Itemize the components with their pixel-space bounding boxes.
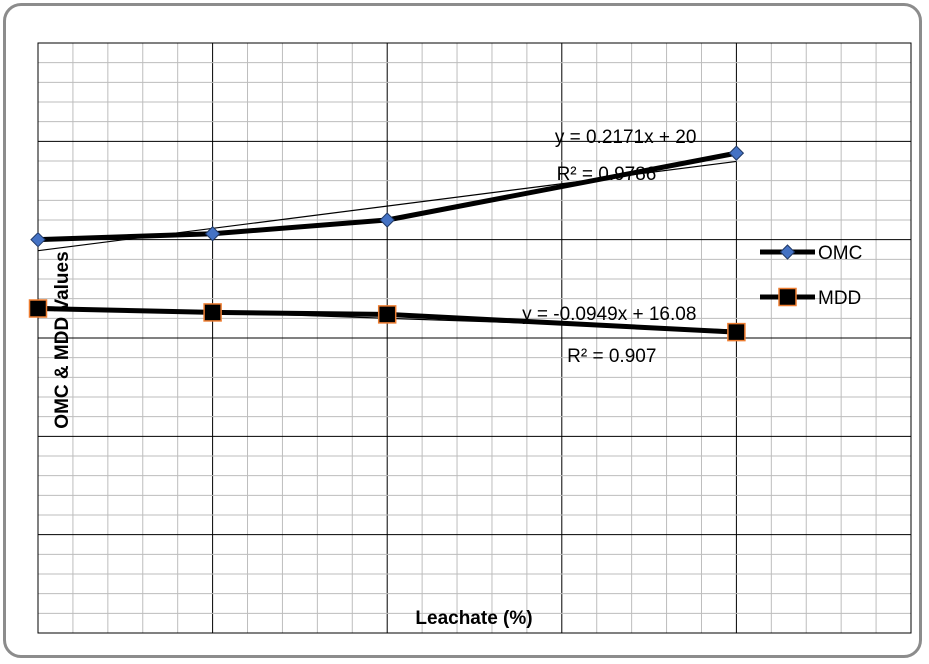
trendline-equation-omc: y = 0.2171x + 20: [555, 127, 697, 148]
trendline-r2-mdd: R² = 0.907: [567, 346, 656, 367]
data-point-mdd: [727, 322, 746, 342]
legend-label-omc: OMC: [818, 243, 862, 264]
legend-marker-mdd: [778, 287, 797, 307]
legend-marker-omc: [779, 244, 796, 260]
legend: OMC MDD: [760, 243, 862, 309]
data-point-omc: [728, 145, 745, 161]
trendline-r2-omc: R² = 0.9786: [557, 164, 657, 185]
data-point-mdd: [203, 303, 222, 322]
data-point-omc: [379, 212, 395, 228]
grid: [37, 42, 912, 634]
y-axis-title: OMC & MDD Values: [52, 251, 73, 428]
series: [28, 145, 746, 342]
trendline-labels: y = 0.2171x + 20 R² = 0.9786 y = -0.0949x …: [522, 127, 696, 367]
legend-label-mdd: MDD: [818, 288, 861, 309]
series-line-mdd: [37, 306, 737, 335]
chart-frame: [3, 3, 922, 658]
data-point-omc: [30, 231, 46, 248]
x-axis-title: Leachate (%): [415, 608, 532, 629]
data-point-mdd: [377, 305, 397, 324]
plot-area-border: [37, 42, 912, 634]
data-point-mdd: [28, 299, 48, 318]
trendline-equation-mdd: y = -0.0949x + 16.08: [522, 304, 696, 325]
series-line-omc: [37, 150, 737, 243]
data-point-omc: [204, 226, 221, 242]
